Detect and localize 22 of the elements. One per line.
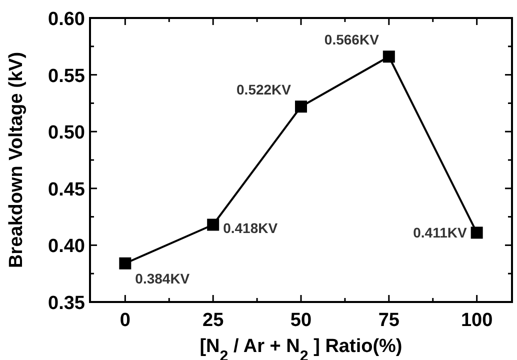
point	[382, 50, 395, 63]
data-label: 0.522KV	[236, 82, 292, 98]
y-tick-label: 0.35	[48, 293, 86, 314]
x-tick-label: 50	[290, 310, 312, 331]
x-tick-label: 75	[378, 310, 400, 331]
y-tick-label: 0.55	[48, 66, 86, 87]
y-tick-label: 0.60	[48, 9, 85, 30]
data-label: 0.566KV	[324, 32, 380, 48]
x-tick-label: 100	[460, 310, 493, 331]
x-tick-label: 0	[120, 310, 130, 331]
point	[207, 218, 220, 231]
point	[470, 226, 483, 239]
data-label: 0.411KV	[413, 224, 468, 241]
y-tick-label: 0.40	[48, 236, 85, 258]
y-tick-label: 0.50	[48, 122, 85, 144]
point	[119, 257, 132, 270]
x-tick-label: 25	[202, 310, 224, 331]
y-tick-label: 0.45	[48, 179, 86, 200]
point	[295, 100, 307, 113]
y-axis-title: Breakdown Voltage (kV)	[6, 52, 27, 268]
data-label: 0.384KV	[135, 270, 190, 286]
data-label: 0.418KV	[223, 220, 278, 236]
